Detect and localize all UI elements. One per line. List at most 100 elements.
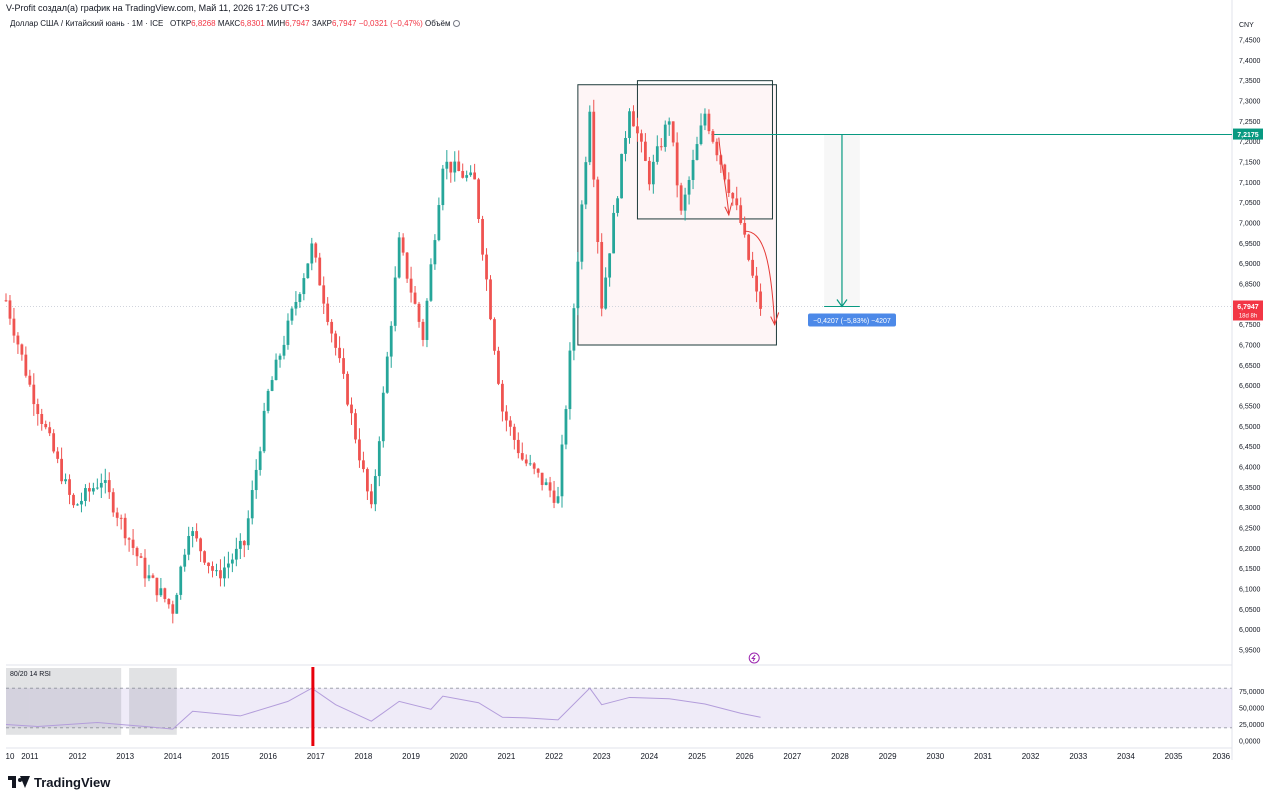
candle-body[interactable] <box>687 179 691 195</box>
candle-body[interactable] <box>536 468 540 473</box>
candle-body[interactable] <box>453 161 457 173</box>
candle-body[interactable] <box>230 559 234 564</box>
candle-body[interactable] <box>608 253 612 278</box>
candle-body[interactable] <box>191 531 195 536</box>
candle-body[interactable] <box>671 121 675 143</box>
candle-body[interactable] <box>107 480 111 493</box>
candle-body[interactable] <box>449 161 453 173</box>
candle-body[interactable] <box>624 137 627 154</box>
candle-body[interactable] <box>493 319 496 351</box>
candle-body[interactable] <box>528 463 532 465</box>
candle-body[interactable] <box>580 204 584 262</box>
candle-body[interactable] <box>385 356 389 393</box>
candle-body[interactable] <box>600 242 604 309</box>
candle-body[interactable] <box>310 243 314 264</box>
candle-body[interactable] <box>270 380 274 391</box>
candle-body[interactable] <box>520 453 524 460</box>
candle-body[interactable] <box>643 141 647 161</box>
candle-body[interactable] <box>326 303 330 322</box>
candle-body[interactable] <box>155 577 159 596</box>
candle-body[interactable] <box>76 504 79 506</box>
candle-body[interactable] <box>401 237 405 253</box>
candle-body[interactable] <box>167 598 171 605</box>
rsi-label[interactable]: 80/20 14 RSI <box>10 671 51 678</box>
drawn-arrow[interactable] <box>718 137 730 215</box>
candle-body[interactable] <box>358 439 361 461</box>
candle-body[interactable] <box>532 463 536 469</box>
candle-body[interactable] <box>60 458 63 482</box>
candle-body[interactable] <box>524 459 528 464</box>
candle-body[interactable] <box>377 441 381 477</box>
candle-body[interactable] <box>211 566 214 571</box>
candle-body[interactable] <box>274 359 278 381</box>
candle-body[interactable] <box>445 161 449 169</box>
candle-body[interactable] <box>604 277 608 309</box>
candle-body[interactable] <box>334 333 338 348</box>
candle-body[interactable] <box>425 300 429 340</box>
candle-body[interactable] <box>564 409 568 445</box>
candle-body[interactable] <box>588 111 592 163</box>
candle-body[interactable] <box>417 303 421 322</box>
candle-body[interactable] <box>699 125 703 145</box>
candle-body[interactable] <box>632 111 635 127</box>
candle-body[interactable] <box>719 155 723 165</box>
candle-body[interactable] <box>568 350 572 410</box>
range-box[interactable] <box>636 80 773 220</box>
candle-body[interactable] <box>290 308 294 321</box>
candle-body[interactable] <box>163 588 167 599</box>
candle-body[interactable] <box>36 404 40 415</box>
candle-body[interactable] <box>405 252 409 279</box>
candle-body[interactable] <box>489 279 492 320</box>
candle-body[interactable] <box>596 179 600 243</box>
candle-body[interactable] <box>294 301 298 309</box>
rsi-line[interactable] <box>5 687 761 730</box>
candle-body[interactable] <box>481 219 484 255</box>
candle-body[interactable] <box>465 175 469 178</box>
candle-body[interactable] <box>95 487 99 489</box>
candle-body[interactable] <box>409 278 413 293</box>
candle-body[interactable] <box>135 547 139 557</box>
candle-body[interactable] <box>119 517 123 519</box>
candle-body[interactable] <box>715 141 719 156</box>
last-price-badge[interactable] <box>1233 300 1263 321</box>
candle-body[interactable] <box>636 126 639 134</box>
candle-body[interactable] <box>159 588 163 596</box>
candle-body[interactable] <box>68 479 71 495</box>
candle-body[interactable] <box>238 540 242 549</box>
candle-body[interactable] <box>505 411 508 421</box>
candle-body[interactable] <box>4 300 8 302</box>
candle-body[interactable] <box>330 321 334 334</box>
candle-body[interactable] <box>628 111 631 138</box>
candle-body[interactable] <box>707 113 711 132</box>
candle-body[interactable] <box>187 535 191 555</box>
candle-body[interactable] <box>44 423 48 428</box>
candle-body[interactable] <box>373 476 377 505</box>
candle-body[interactable] <box>381 392 385 442</box>
candle-body[interactable] <box>131 539 135 548</box>
candle-body[interactable] <box>362 460 365 470</box>
candle-body[interactable] <box>72 494 75 506</box>
candle-body[interactable] <box>620 153 623 199</box>
candle-body[interactable] <box>91 488 95 492</box>
candle-body[interactable] <box>389 325 393 357</box>
candle-body[interactable] <box>421 321 425 340</box>
visibility-toggle-icon[interactable] <box>452 20 460 28</box>
candle-body[interactable] <box>147 575 151 579</box>
candle-body[interactable] <box>397 237 401 278</box>
candle-body[interactable] <box>516 439 520 454</box>
event-bar[interactable] <box>311 667 315 746</box>
candle-body[interactable] <box>84 488 87 501</box>
candle-body[interactable] <box>246 518 250 546</box>
candle-body[interactable] <box>298 294 302 302</box>
drawn-arrow[interactable] <box>744 230 776 325</box>
candle-body[interactable] <box>485 254 488 280</box>
candle-body[interactable] <box>612 212 616 254</box>
candle-body[interactable] <box>103 480 107 483</box>
candle-body[interactable] <box>48 427 52 434</box>
candle-body[interactable] <box>469 172 473 176</box>
candle-body[interactable] <box>584 162 588 205</box>
candle-body[interactable] <box>215 570 218 572</box>
candle-body[interactable] <box>663 124 667 147</box>
candle-body[interactable] <box>111 492 115 513</box>
currency-label[interactable]: CNY <box>1239 22 1254 29</box>
